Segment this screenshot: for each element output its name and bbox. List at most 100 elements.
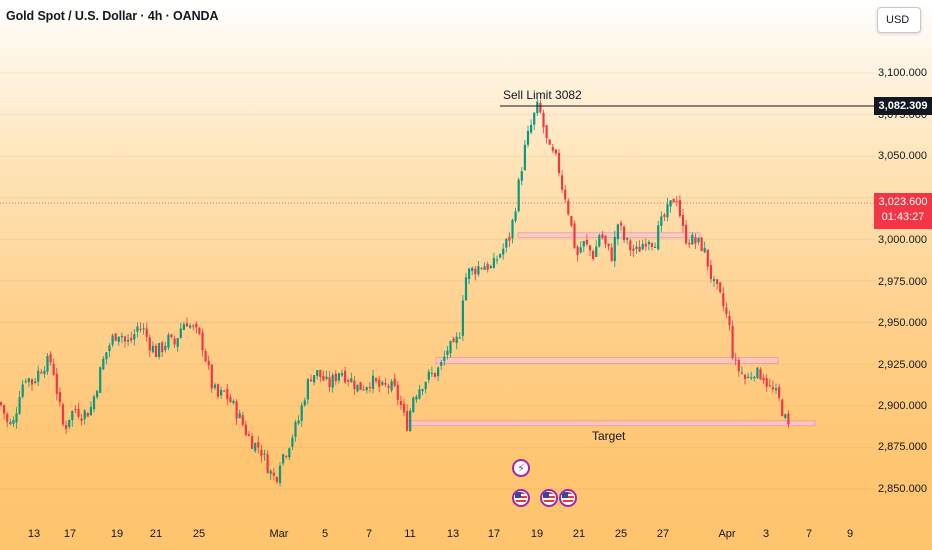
candle-body: [675, 200, 678, 203]
candle-body: [139, 328, 142, 330]
current-price-value: 3,023.600: [878, 196, 928, 208]
candle-body: [232, 400, 235, 404]
x-tick-label: 17: [487, 528, 501, 540]
candle-body: [350, 378, 353, 383]
candle-body: [61, 404, 65, 425]
candle-body: [740, 372, 743, 374]
candle-body: [719, 282, 722, 293]
candle-body: [564, 189, 567, 200]
candle-body: [601, 234, 604, 239]
candle-body: [347, 380, 350, 382]
candle-body: [418, 389, 421, 399]
candle-body: [595, 246, 598, 257]
candle-body: [210, 364, 213, 389]
candle-body: [80, 418, 83, 421]
y-tick-label: 3,050.000: [878, 150, 927, 162]
candle-body: [303, 400, 306, 406]
candle-body: [182, 324, 185, 330]
candle-body: [241, 414, 244, 425]
candle-body: [195, 323, 198, 328]
candle-body: [771, 387, 774, 390]
candle-body: [114, 333, 117, 341]
candle-body: [694, 237, 697, 244]
x-tick-label: 7: [805, 528, 813, 540]
candle-body: [613, 236, 616, 262]
candle-body: [185, 323, 189, 327]
candle-body: [328, 377, 331, 388]
candle-body: [285, 456, 288, 458]
candle-body: [313, 375, 316, 383]
candle-body: [430, 372, 433, 374]
candle-body: [371, 375, 375, 389]
candle-body: [582, 241, 585, 247]
candle-body: [557, 152, 561, 174]
candle-body: [316, 370, 319, 377]
y-tick-label: 2,925.000: [878, 359, 927, 371]
candle-body: [530, 124, 533, 133]
candle-body: [0, 402, 3, 406]
x-tick-label: Apr: [718, 528, 736, 540]
candle-body: [672, 199, 675, 203]
candle-body: [96, 391, 99, 398]
candle-body: [309, 379, 313, 382]
candle-body: [244, 424, 247, 435]
candle-body: [52, 363, 55, 376]
candle-body: [734, 359, 737, 361]
candle-body: [390, 381, 393, 391]
candle-body: [474, 268, 477, 275]
candle-body: [585, 239, 588, 245]
candle-body: [34, 381, 37, 383]
candle-body: [737, 360, 740, 372]
us-flag-icon[interactable]: [540, 489, 558, 507]
candle-body: [15, 413, 18, 423]
candle-body: [495, 259, 499, 261]
candle-body: [542, 112, 545, 128]
candle-body: [610, 247, 613, 262]
candle-body: [238, 413, 241, 419]
candle-body: [260, 449, 263, 456]
candle-body: [192, 325, 195, 327]
candle-body: [375, 378, 378, 382]
candle-body: [9, 422, 12, 424]
x-tick-label: 25: [192, 528, 206, 540]
candle-body: [334, 373, 337, 382]
candle-body: [393, 378, 396, 386]
candle-body: [747, 376, 750, 378]
price-zone: [407, 420, 816, 427]
candle-body: [452, 338, 455, 342]
y-tick-label: 2,900.000: [878, 400, 927, 412]
candle-body: [607, 243, 610, 247]
candle-body: [712, 279, 716, 282]
us-flag-icon[interactable]: [512, 489, 530, 507]
candle-body: [387, 385, 390, 388]
candle-body: [263, 453, 266, 455]
candle-body: [526, 130, 530, 145]
us-flag-icon[interactable]: [559, 489, 577, 507]
x-tick-label: 21: [149, 528, 163, 540]
candle-body: [663, 214, 666, 217]
candle-body: [74, 409, 77, 411]
candle-body: [362, 389, 365, 391]
candle-body: [158, 343, 161, 357]
candle-body: [365, 387, 368, 391]
candle-body: [638, 246, 641, 252]
candle-body: [117, 336, 120, 342]
candle-body: [269, 470, 272, 474]
candle-body: [669, 200, 672, 207]
candle-body: [381, 381, 384, 385]
flash-event-icon[interactable]: ⚡: [512, 459, 530, 477]
x-tick-label: 25: [614, 528, 628, 540]
x-tick-label: 13: [446, 528, 460, 540]
candle-body: [49, 354, 52, 363]
candle-body: [46, 355, 49, 372]
candle-body: [762, 377, 765, 381]
currency-button[interactable]: USD: [877, 7, 921, 33]
candle-body: [266, 454, 269, 474]
x-tick-label: 3: [762, 528, 770, 540]
candle-body: [30, 379, 34, 385]
x-tick-label: 11: [404, 528, 416, 540]
price-zone: [517, 232, 701, 239]
candle-body: [778, 386, 781, 398]
candle-body: [753, 376, 756, 379]
